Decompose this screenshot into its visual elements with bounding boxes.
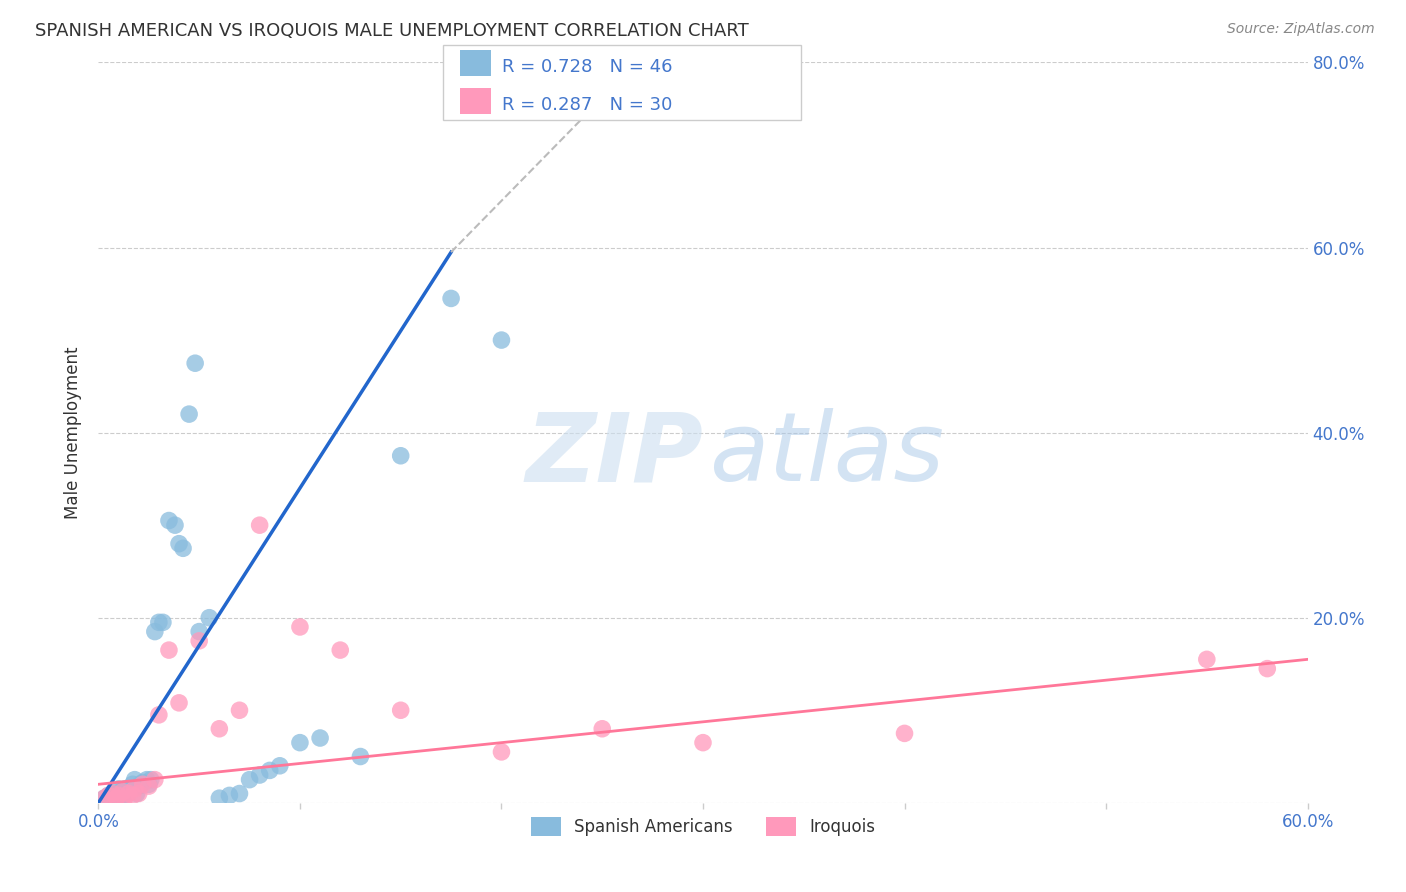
Point [692,736,714,750]
Point [124,781,146,796]
Point [105,787,128,801]
Point [157,514,180,528]
Point [309,731,332,745]
Text: SPANISH AMERICAN VS IROQUOIS MALE UNEMPLOYMENT CORRELATION CHART: SPANISH AMERICAN VS IROQUOIS MALE UNEMPL… [35,22,749,40]
Point [228,703,250,717]
Point [125,787,148,801]
Point [118,787,141,801]
Point [259,764,281,778]
Point [440,292,463,306]
Point [97,789,120,803]
Point [101,787,124,801]
Point [349,749,371,764]
Point [288,620,311,634]
Point [138,779,160,793]
Point [184,356,207,370]
Point [179,407,201,421]
Point [148,615,170,630]
Point [269,758,291,772]
Point [93,791,115,805]
Point [198,610,221,624]
Point [491,333,513,347]
Point [249,518,271,533]
Point [143,624,166,639]
Text: R = 0.728   N = 46: R = 0.728 N = 46 [502,58,672,76]
Point [103,787,125,801]
Point [163,518,186,533]
Point [239,772,262,787]
Point [188,624,211,639]
Point [124,772,146,787]
Point [101,791,124,805]
Point [148,707,170,722]
Point [389,703,412,717]
Point [157,643,180,657]
Point [167,536,190,550]
Point [172,541,194,556]
Point [249,768,271,782]
Point [188,633,211,648]
Point [111,789,134,803]
Point [128,787,150,801]
Point [114,781,136,796]
Point [115,787,138,801]
Text: Source: ZipAtlas.com: Source: ZipAtlas.com [1227,22,1375,37]
Point [129,777,152,791]
Point [389,449,412,463]
Point [118,785,141,799]
Text: ZIP: ZIP [524,409,703,501]
Point [107,791,129,805]
Point [491,745,513,759]
Point [1256,662,1278,676]
Point [329,643,352,657]
Point [97,789,120,803]
Point [208,722,231,736]
Point [93,791,115,805]
Point [167,696,190,710]
Point [111,785,134,799]
Point [591,722,613,736]
Point [107,781,129,796]
Point [110,785,132,799]
Point [135,772,157,787]
Text: R = 0.287   N = 30: R = 0.287 N = 30 [502,96,672,114]
Point [288,736,311,750]
Text: atlas: atlas [709,409,943,501]
Y-axis label: Male Unemployment: Male Unemployment [65,346,83,519]
Point [152,615,174,630]
Point [139,772,162,787]
Point [143,772,166,787]
Point [1195,652,1218,666]
Point [228,787,250,801]
Point [121,789,143,803]
Point [105,791,128,805]
Point [132,775,155,789]
Point [107,789,129,803]
Point [132,777,155,791]
Point [208,791,231,805]
Legend: Spanish Americans, Iroquois: Spanish Americans, Iroquois [524,810,882,843]
Point [120,781,142,796]
Point [138,777,160,791]
Point [114,791,136,805]
Point [121,777,143,791]
Point [893,726,915,740]
Point [128,779,150,793]
Point [218,789,240,803]
